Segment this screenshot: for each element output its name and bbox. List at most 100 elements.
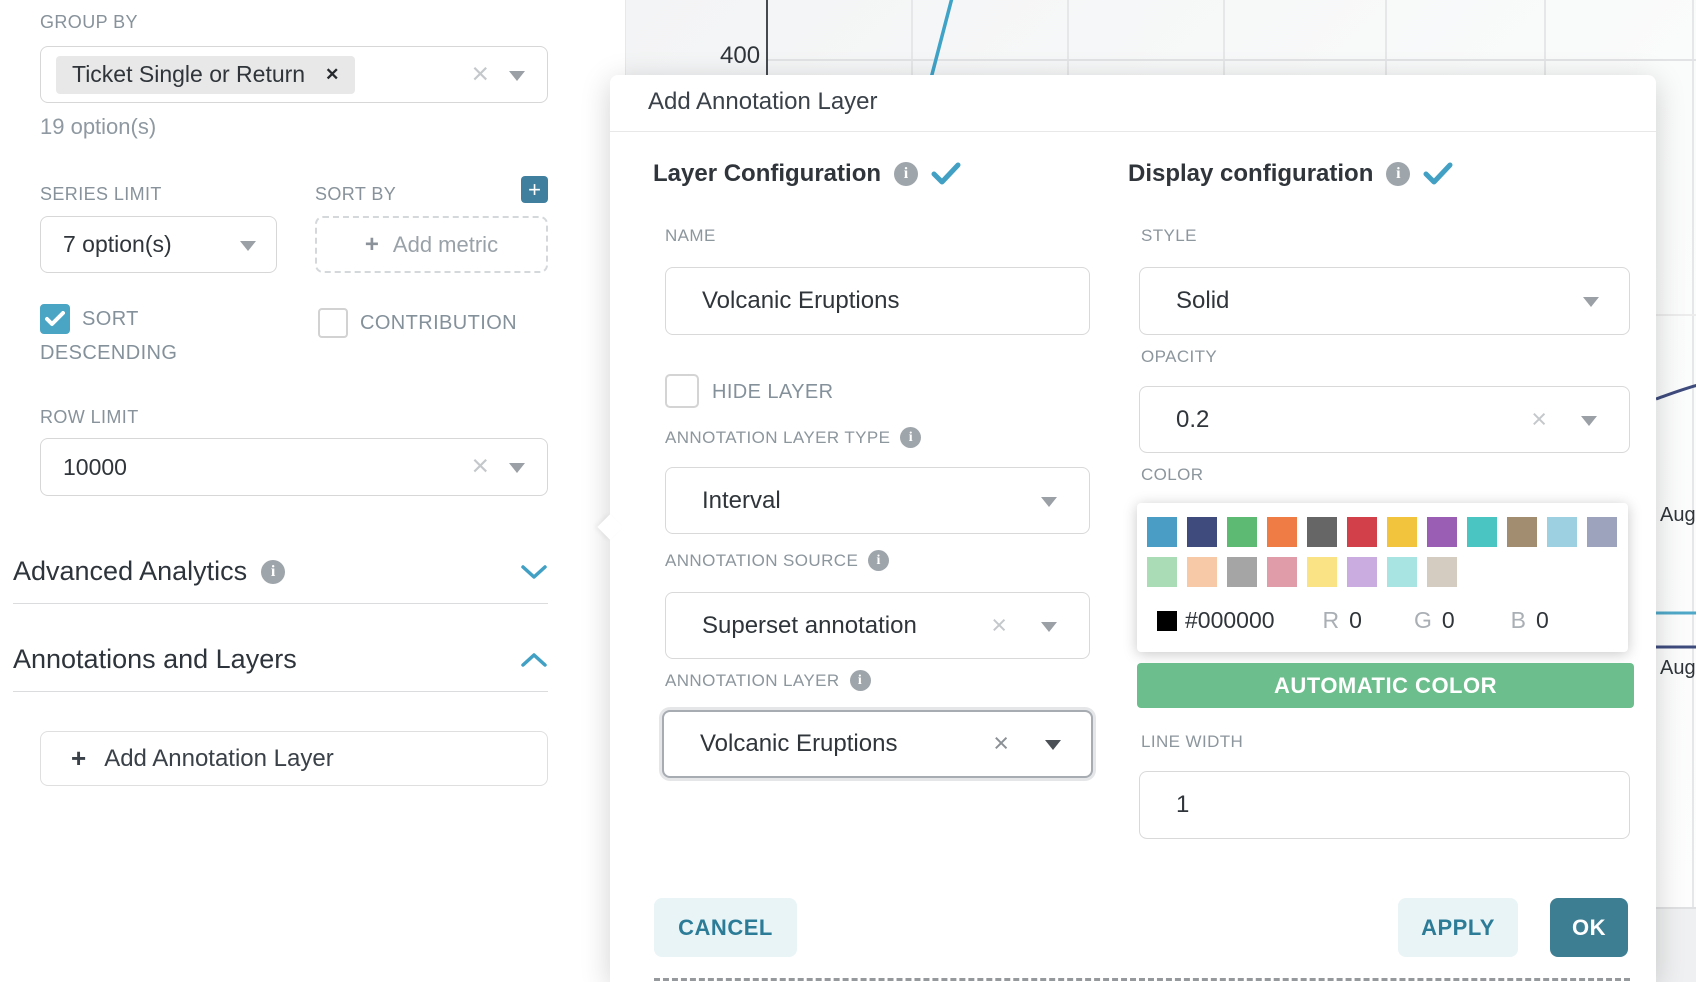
add-annotation-layer-modal: Add Annotation Layer Layer Configuration… xyxy=(597,75,1656,982)
info-icon[interactable]: i xyxy=(868,550,890,571)
palette-swatch[interactable] xyxy=(1147,557,1177,587)
contribution-label: CONTRIBUTION xyxy=(360,312,518,334)
palette-swatch[interactable] xyxy=(1467,517,1497,547)
y-axis-tick: 400 xyxy=(720,42,761,69)
palette-swatch[interactable] xyxy=(1187,557,1217,587)
annotation-layer-label: ANNOTATION LAYER i xyxy=(665,670,871,691)
palette-swatch[interactable] xyxy=(1267,517,1297,547)
clear-icon[interactable]: × xyxy=(471,449,489,483)
chart-control-panel: GROUP BY Ticket Single or Return ✕ × 19 … xyxy=(0,0,626,982)
series-limit-select[interactable]: 7 option(s) xyxy=(40,216,277,273)
opacity-select[interactable]: 0.2 × xyxy=(1139,386,1630,453)
info-icon[interactable]: i xyxy=(849,670,871,691)
palette-swatch[interactable] xyxy=(1227,517,1257,547)
chevron-down-icon[interactable] xyxy=(1583,297,1599,307)
annotation-layer-select[interactable]: Volcanic Eruptions × xyxy=(662,710,1093,778)
g-label: G xyxy=(1413,607,1432,633)
palette-swatch[interactable] xyxy=(1387,557,1417,587)
info-icon[interactable]: i xyxy=(1386,162,1411,186)
chevron-up-icon[interactable] xyxy=(520,651,548,669)
chevron-down-icon[interactable] xyxy=(240,240,256,251)
palette-swatch[interactable] xyxy=(1347,517,1377,547)
g-value[interactable]: 0 xyxy=(1441,607,1455,633)
palette-swatch[interactable] xyxy=(1227,557,1257,587)
palette-swatch[interactable] xyxy=(1507,517,1537,547)
line-width-input[interactable]: 1 xyxy=(1139,771,1630,839)
palette-swatch[interactable] xyxy=(1427,517,1457,547)
palette-swatch[interactable] xyxy=(1347,557,1377,587)
name-value: Volcanic Eruptions xyxy=(702,287,900,314)
apply-button[interactable]: APPLY xyxy=(1398,898,1518,957)
chevron-down-icon[interactable] xyxy=(509,70,525,81)
annotations-layers-section-header[interactable]: Annotations and Layers xyxy=(13,644,548,675)
annotation-layer-type-value: Interval xyxy=(702,486,781,514)
opacity-label: OPACITY xyxy=(1141,347,1218,366)
x-axis-tick: Aug xyxy=(1660,504,1696,526)
style-select[interactable]: Solid xyxy=(1139,267,1630,335)
advanced-analytics-title: Advanced Analytics xyxy=(13,556,248,586)
line-width-label: LINE WIDTH xyxy=(1141,732,1244,751)
add-metric-label: Add metric xyxy=(392,231,499,257)
line-width-value: 1 xyxy=(1176,791,1190,818)
color-hex-row: #000000 R 0 G 0 B 0 xyxy=(1157,607,1612,634)
palette-swatch[interactable] xyxy=(1187,517,1217,547)
chevron-down-icon[interactable] xyxy=(509,463,525,473)
hex-value[interactable]: #000000 xyxy=(1185,607,1275,633)
annotation-source-select[interactable]: Superset annotation × xyxy=(665,592,1090,659)
hide-layer-label: HIDE LAYER xyxy=(712,381,834,403)
ok-button[interactable]: OK xyxy=(1550,898,1628,957)
group-by-select[interactable]: Ticket Single or Return ✕ × xyxy=(40,46,548,103)
layer-configuration-title: Layer Configuration xyxy=(653,160,882,187)
x-axis-tick: Aug xyxy=(1660,657,1696,679)
clear-icon[interactable]: × xyxy=(993,727,1009,758)
b-value[interactable]: 0 xyxy=(1536,607,1549,633)
sort-descending-label-1: SORT xyxy=(82,308,139,330)
palette-swatch[interactable] xyxy=(1427,557,1457,587)
valid-check-icon xyxy=(1423,162,1453,185)
group-by-tag[interactable]: Ticket Single or Return ✕ xyxy=(56,55,356,94)
advanced-analytics-section-header[interactable]: Advanced Analytics i xyxy=(13,556,548,587)
palette-swatch[interactable] xyxy=(1307,517,1337,547)
chevron-down-icon[interactable] xyxy=(1045,740,1061,750)
add-metric-button[interactable]: + Add metric xyxy=(315,216,548,273)
palette-swatch[interactable] xyxy=(1547,517,1577,547)
contribution-checkbox[interactable] xyxy=(318,308,348,338)
chevron-down-icon[interactable] xyxy=(520,563,548,581)
group-by-label: GROUP BY xyxy=(40,12,138,32)
chevron-down-icon[interactable] xyxy=(1041,496,1057,507)
row-limit-select[interactable]: 10000 × xyxy=(40,438,548,496)
clear-icon[interactable]: × xyxy=(471,56,489,90)
add-annotation-layer-button[interactable]: + Add Annotation Layer xyxy=(40,731,548,786)
clear-icon[interactable]: × xyxy=(1531,403,1547,434)
automatic-color-button[interactable]: AUTOMATIC COLOR xyxy=(1137,663,1634,708)
hide-layer-checkbox[interactable] xyxy=(665,374,699,408)
palette-swatch[interactable] xyxy=(1307,557,1337,587)
add-annotation-layer-button-label: Add Annotation Layer xyxy=(104,744,334,772)
chevron-down-icon[interactable] xyxy=(1581,415,1597,426)
palette-swatch[interactable] xyxy=(1587,517,1617,547)
info-icon[interactable]: i xyxy=(894,162,919,186)
info-icon[interactable]: i xyxy=(261,559,286,584)
selected-color-swatch xyxy=(1157,610,1177,631)
opacity-value: 0.2 xyxy=(1176,405,1210,433)
clear-icon[interactable]: × xyxy=(991,609,1007,640)
palette-swatch[interactable] xyxy=(1147,517,1177,547)
add-sort-metric-button[interactable]: + xyxy=(521,176,548,203)
modal-title: Add Annotation Layer xyxy=(648,88,878,115)
chevron-down-icon[interactable] xyxy=(1041,621,1057,632)
name-input[interactable]: Volcanic Eruptions xyxy=(665,267,1090,335)
plus-icon: + xyxy=(71,743,87,773)
info-icon[interactable]: i xyxy=(900,427,922,448)
sort-descending-label-2: DESCENDING xyxy=(40,342,178,364)
annotation-source-label: ANNOTATION SOURCE i xyxy=(665,550,890,571)
cancel-button[interactable]: CANCEL xyxy=(654,898,797,957)
plus-icon: + xyxy=(364,230,379,258)
palette-swatch[interactable] xyxy=(1387,517,1417,547)
r-value[interactable]: 0 xyxy=(1349,607,1362,633)
layer-configuration-header: Layer Configuration i xyxy=(653,160,961,188)
remove-tag-icon[interactable]: ✕ xyxy=(325,64,340,84)
annotation-layer-type-label: ANNOTATION LAYER TYPE i xyxy=(665,427,922,448)
annotation-layer-type-select[interactable]: Interval xyxy=(665,467,1090,534)
palette-swatch[interactable] xyxy=(1267,557,1297,587)
sort-descending-checkbox[interactable] xyxy=(40,304,70,334)
